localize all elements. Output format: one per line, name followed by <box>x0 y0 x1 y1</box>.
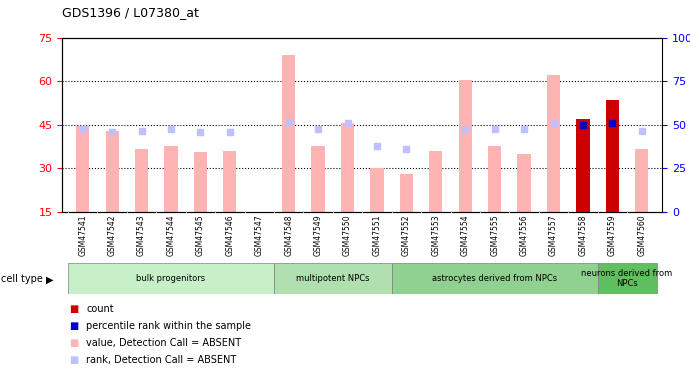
Bar <box>282 55 295 212</box>
Bar <box>194 152 207 212</box>
Text: neurons derived from
NPCs: neurons derived from NPCs <box>582 269 673 288</box>
Text: value, Detection Call = ABSENT: value, Detection Call = ABSENT <box>86 338 241 348</box>
Text: multipotent NPCs: multipotent NPCs <box>296 274 370 283</box>
Bar <box>392 262 598 294</box>
Bar <box>274 262 392 294</box>
Text: bulk progenitors: bulk progenitors <box>137 274 206 283</box>
Bar <box>68 262 274 294</box>
Text: rank, Detection Call = ABSENT: rank, Detection Call = ABSENT <box>86 355 237 365</box>
Bar <box>518 154 531 212</box>
Text: ■: ■ <box>69 338 78 348</box>
Text: percentile rank within the sample: percentile rank within the sample <box>86 321 251 331</box>
Bar <box>429 151 442 212</box>
Bar <box>223 151 237 212</box>
Text: ■: ■ <box>69 304 78 314</box>
Text: ▶: ▶ <box>46 274 54 284</box>
Text: ■: ■ <box>69 355 78 365</box>
Text: astrocytes derived from NPCs: astrocytes derived from NPCs <box>432 274 558 283</box>
Bar <box>341 123 354 212</box>
Bar <box>400 174 413 212</box>
Bar <box>76 126 89 212</box>
Bar <box>459 80 472 212</box>
Bar <box>106 130 119 212</box>
Text: count: count <box>86 304 114 314</box>
Bar <box>371 168 384 212</box>
Text: ■: ■ <box>69 321 78 331</box>
Bar <box>635 149 649 212</box>
Bar <box>488 147 502 212</box>
Bar <box>598 262 656 294</box>
Bar <box>311 147 325 212</box>
Bar <box>606 100 619 212</box>
Bar <box>576 119 589 212</box>
Bar <box>164 147 177 212</box>
Text: cell type: cell type <box>1 274 43 284</box>
Text: GDS1396 / L07380_at: GDS1396 / L07380_at <box>62 6 199 19</box>
Bar <box>547 75 560 212</box>
Bar <box>135 149 148 212</box>
